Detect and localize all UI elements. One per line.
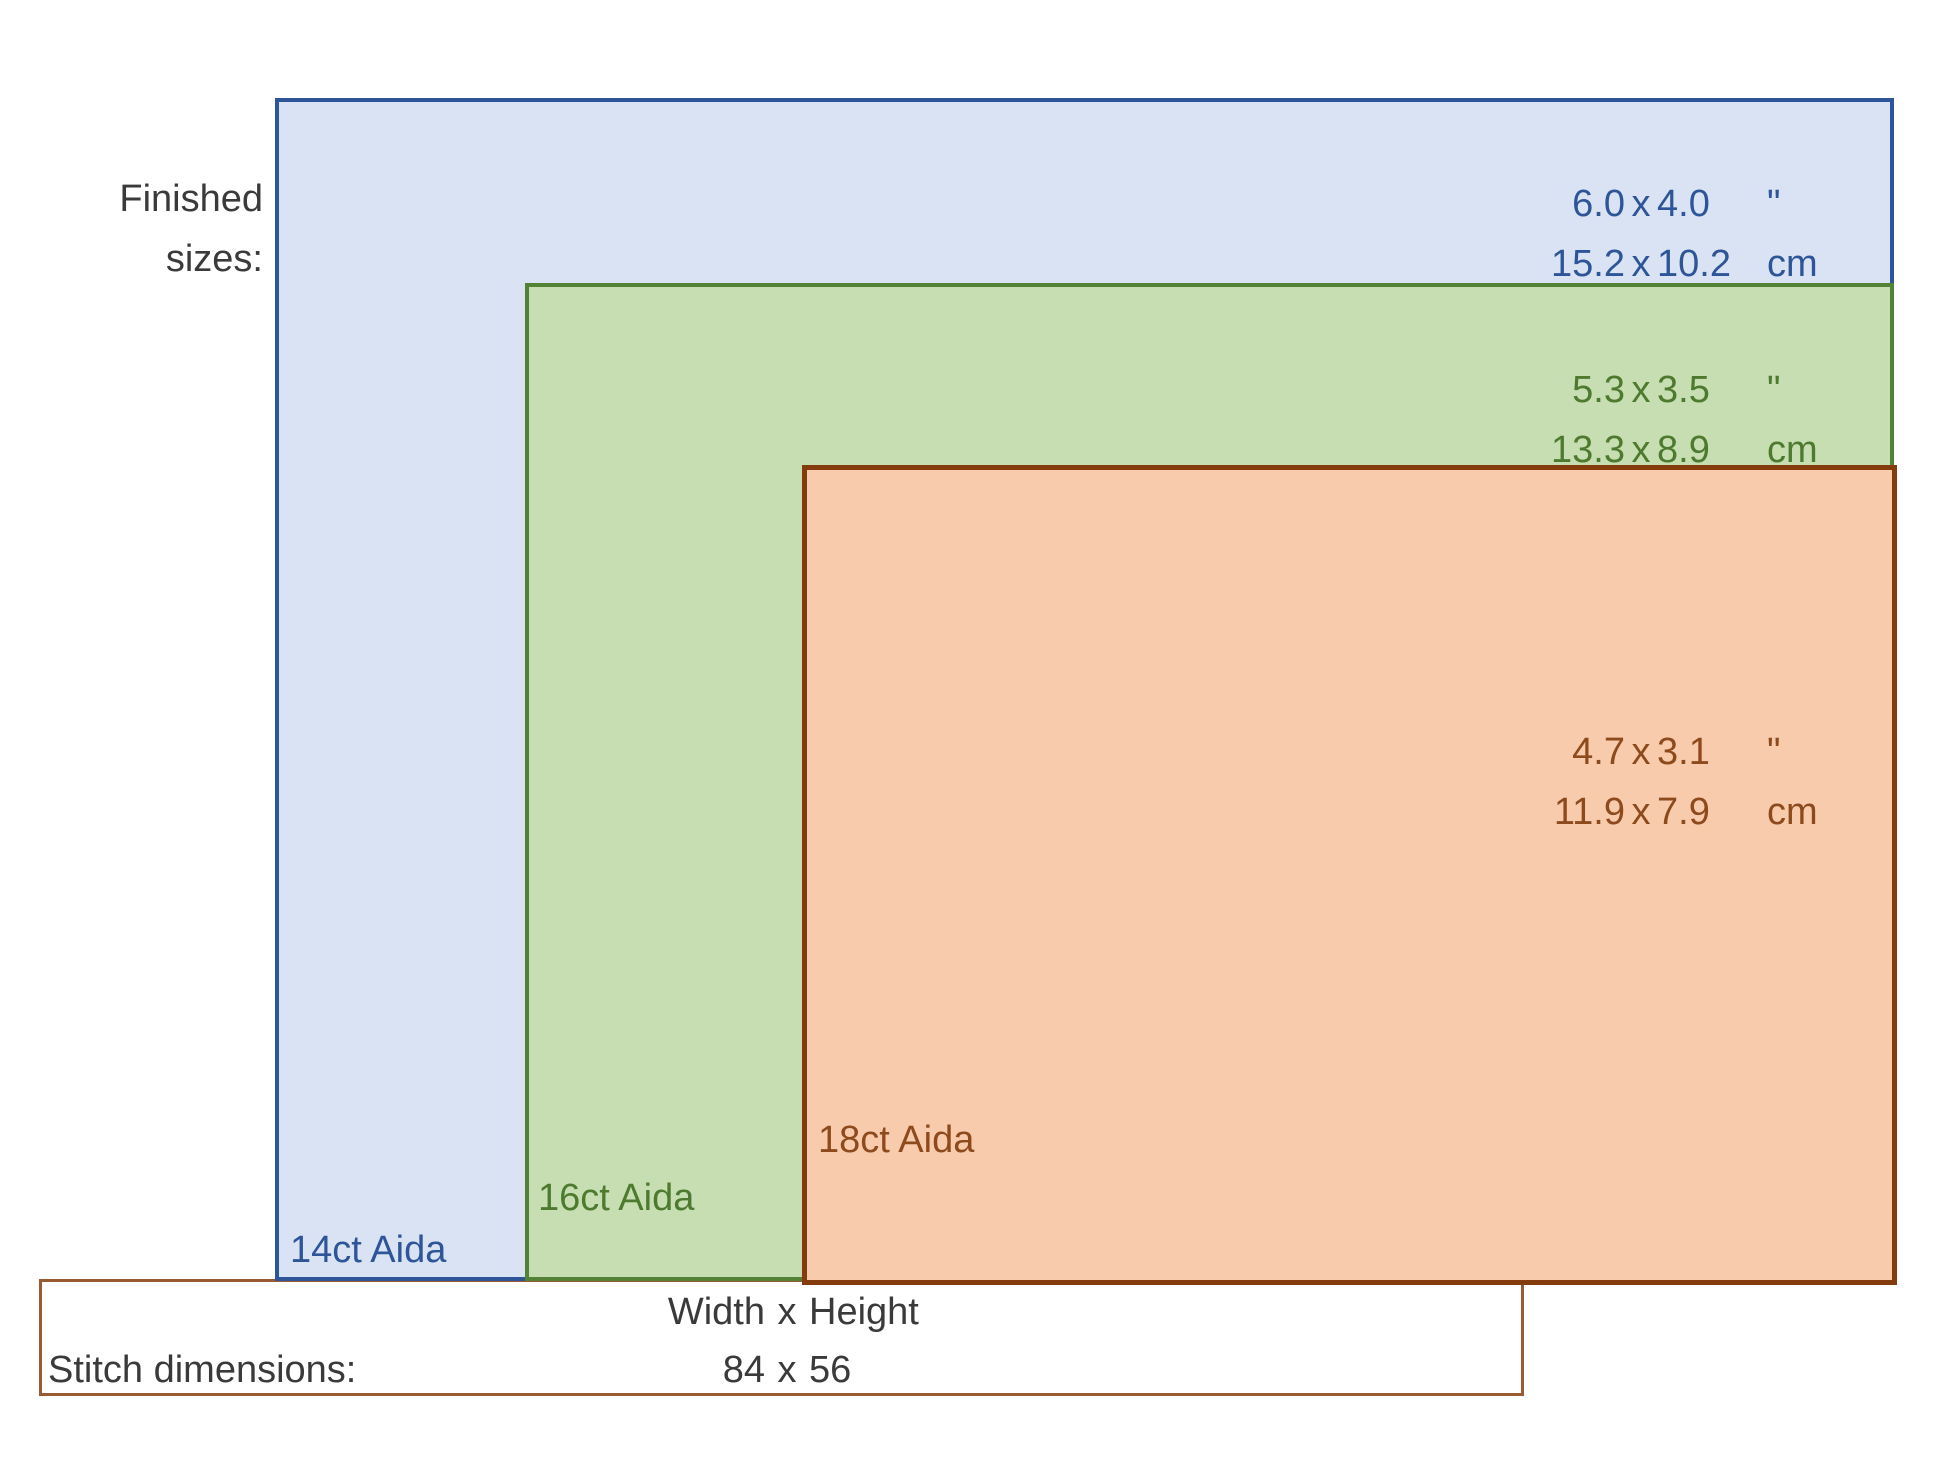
finished-sizes-heading-line1: Finished: [119, 178, 263, 220]
stitch-value-x: x: [777, 1349, 797, 1391]
size-16ct-cm-unit: cm: [1767, 429, 1818, 471]
size-14ct-inches-width: 6.0: [1572, 183, 1625, 225]
finished-sizes-heading: Finished sizes:: [30, 169, 263, 289]
size-16ct-cm-x: x: [1631, 429, 1651, 471]
size-16ct-inches-width: 5.3: [1572, 369, 1625, 411]
finished-size-18ct: 4.7 x 3.1 " 11.9 x 7.9 cm: [1485, 722, 1840, 842]
size-16ct-cm-width: 13.3: [1551, 429, 1625, 471]
fabric-rect-18ct: [802, 465, 1897, 1285]
size-14ct-inches-unit: ": [1767, 183, 1781, 225]
finished-size-14ct: 6.0 x 4.0 " 15.2 x 10.2 cm: [1485, 174, 1840, 294]
size-16ct-inches-unit: ": [1767, 369, 1781, 411]
size-18ct-inches-x: x: [1631, 731, 1651, 773]
size-14ct-cm-height: 10.2: [1657, 243, 1731, 285]
stitch-value-height: 56: [809, 1349, 852, 1391]
size-16ct-inches-x: x: [1631, 369, 1651, 411]
stitch-dimensions-table: Width x Height 84 x 56: [480, 1283, 959, 1399]
stitch-header-height: Height: [809, 1291, 919, 1333]
stitch-header-width: Width: [667, 1291, 765, 1333]
size-14ct-cm-width: 15.2: [1551, 243, 1625, 285]
stitch-header-x: x: [777, 1291, 797, 1333]
size-18ct-inches-height: 3.1: [1657, 731, 1710, 773]
label-14ct-aida: 14ct Aida: [290, 1229, 447, 1271]
finished-sizes-heading-line2: sizes:: [165, 238, 263, 280]
finished-size-16ct: 5.3 x 3.5 " 13.3 x 8.9 cm: [1485, 360, 1840, 480]
label-18ct-aida: 18ct Aida: [818, 1119, 975, 1161]
size-16ct-inches-height: 3.5: [1657, 369, 1710, 411]
size-14ct-cm-unit: cm: [1767, 243, 1818, 285]
label-16ct-aida: 16ct Aida: [538, 1177, 695, 1219]
size-16ct-cm-height: 8.9: [1657, 429, 1710, 471]
size-18ct-inches-width: 4.7: [1572, 731, 1625, 773]
size-18ct-cm-unit: cm: [1767, 791, 1818, 833]
size-18ct-cm-height: 7.9: [1657, 791, 1710, 833]
stitch-value-width: 84: [722, 1349, 765, 1391]
size-14ct-cm-x: x: [1631, 243, 1651, 285]
size-18ct-cm-width: 11.9: [1553, 791, 1625, 833]
stitch-dimensions-label: Stitch dimensions:: [48, 1349, 357, 1391]
size-14ct-inches-x: x: [1631, 183, 1651, 225]
size-14ct-inches-height: 4.0: [1657, 183, 1710, 225]
size-18ct-cm-x: x: [1631, 791, 1651, 833]
size-18ct-inches-unit: ": [1767, 731, 1781, 773]
